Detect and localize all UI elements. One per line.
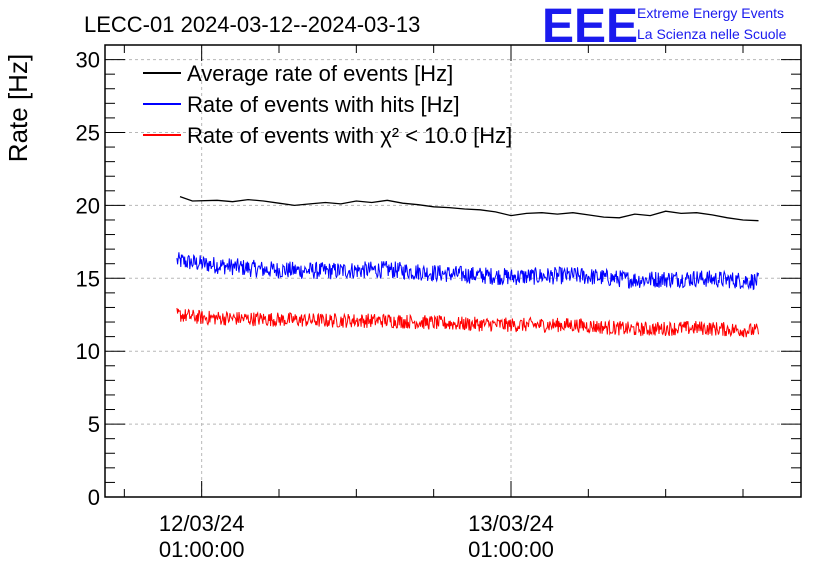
x-tick-label-date: 12/03/24 (159, 511, 245, 536)
y-axis: 0 5 10 15 20 25 30 (76, 44, 801, 510)
grid-lines (105, 45, 801, 497)
y-tick-label: 15 (76, 266, 100, 291)
legend-label-1: Rate of events with hits [Hz] (187, 92, 460, 117)
legend-label-0: Average rate of events [Hz] (187, 61, 453, 86)
y-tick-label: 30 (76, 48, 100, 73)
logo-mark-icon: EEE (542, 0, 638, 53)
legend-label-2: Rate of events with χ² < 10.0 [Hz] (187, 123, 512, 148)
y-tick-label: 25 (76, 120, 100, 145)
series-line-1 (176, 252, 759, 291)
logo-line-1: Extreme Energy Events (637, 5, 784, 21)
eee-logo: EEE Extreme Energy Events La Scienza nel… (542, 0, 787, 53)
logo-line-2: La Scienza nelle Scuole (637, 26, 787, 42)
x-tick-label-date: 13/03/24 (468, 511, 554, 536)
chart-title: LECC-01 2024-03-12--2024-03-13 (84, 12, 420, 37)
series-line-0 (179, 195, 759, 222)
series-line-2 (176, 307, 759, 338)
x-tick-label-time: 01:00:00 (468, 537, 554, 562)
plot-frame (104, 44, 802, 498)
series-group (176, 195, 759, 338)
y-tick-label: 5 (88, 412, 100, 437)
y-tick-label: 0 (88, 485, 100, 510)
legend: Average rate of events [Hz] Rate of event… (143, 61, 512, 148)
y-axis-label: Rate [Hz] (3, 54, 33, 162)
x-tick-label-time: 01:00:00 (159, 537, 245, 562)
y-tick-label: 20 (76, 193, 100, 218)
y-tick-label: 10 (76, 339, 100, 364)
